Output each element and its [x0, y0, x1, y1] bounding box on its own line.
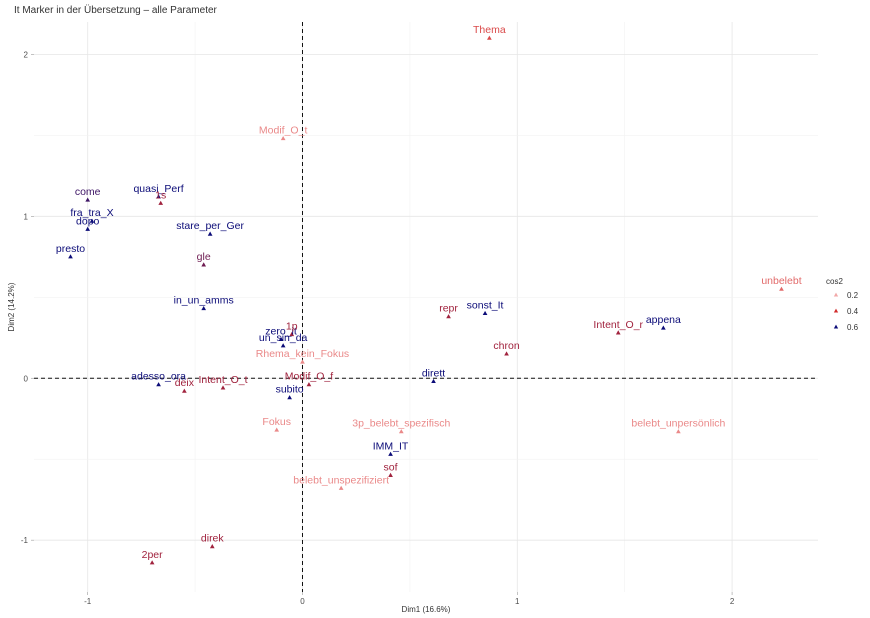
tick-labels: -1 0 1 2 -1 0 1 2 [21, 50, 735, 606]
x-tick-label: -1 [84, 597, 92, 606]
reference-lines [34, 22, 818, 592]
label-Fokus: Fokus [262, 416, 291, 428]
point-unbelebt [779, 286, 784, 291]
point-deix [182, 388, 187, 393]
label-quasi_Perf: quasi_Perf [133, 183, 183, 195]
label-dirett: dirett [422, 367, 445, 379]
point-1s [158, 200, 164, 205]
label-sof: sof [384, 461, 398, 473]
legend-marker [833, 308, 839, 313]
label-repr: repr [439, 303, 458, 315]
point-direk [209, 544, 215, 549]
point-stare_per_Ger [207, 231, 213, 236]
label-IMM_IT: IMM_IT [373, 440, 409, 452]
legend-marker [833, 292, 839, 297]
point-Rhema_kein_Fokus [300, 359, 305, 364]
label-stare_per_Ger: stare_per_Ger [176, 220, 244, 232]
x-axis-label: Dim1 (16.6%) [402, 605, 451, 614]
label-direk: direk [201, 533, 225, 545]
label-Modif_O_t: Modif_O_t [259, 125, 308, 137]
label-belebt_unpersönlich: belebt_unpersönlich [631, 418, 725, 430]
point-Intent_O_r [615, 330, 621, 335]
label-Rhema_kein_Fokus: Rhema_kein_Fokus [256, 348, 349, 360]
point-adesso_ora [156, 382, 161, 387]
label-in_un_amms: in_un_amms [174, 295, 234, 307]
point-presto [68, 254, 73, 259]
label-gle: gle [197, 251, 211, 263]
y-tick-label: 1 [24, 212, 29, 221]
point-un_sin_da [280, 343, 286, 348]
label-come: come [75, 186, 101, 198]
label-presto: presto [56, 243, 85, 255]
x-tick-label: 0 [300, 597, 305, 606]
point-1p [289, 331, 295, 337]
label-1p: 1p [286, 321, 298, 333]
point-Thema [487, 35, 492, 40]
point-chron [504, 351, 509, 356]
label-Thema: Thema [473, 24, 506, 36]
point-appena [661, 325, 666, 330]
point-labels: ThemaModif_O_tquasi_Perf1scomefra_tra_Xd… [56, 24, 802, 561]
x-tick-label: 2 [730, 597, 735, 606]
label-unbelebt: unbelebt [761, 275, 801, 287]
point-dopo [85, 226, 91, 231]
point-3p_belebt_spezifisch [398, 429, 404, 434]
point-IMM_IT [388, 451, 393, 456]
label-dopo: dopo [76, 215, 100, 227]
label-belebt_unspezifiziert: belebt_unspezifiziert [293, 474, 389, 486]
label-Intent_O_r: Intent_O_r [593, 319, 643, 331]
point-2per [149, 560, 155, 565]
point-fra_tra_X [89, 218, 95, 223]
point-subito [287, 395, 292, 400]
point-gle [201, 262, 207, 267]
label-Intent_O_t: Intent_O_t [198, 374, 247, 386]
point-belebt_unspezifiziert [338, 485, 344, 490]
point-Fokus [274, 427, 280, 432]
legend-entry-label: 0.2 [847, 291, 859, 300]
label-sonst_It: sonst_It [467, 299, 504, 311]
label-adesso_ora: adesso_ora [131, 371, 186, 383]
y-tick-label: 0 [24, 374, 29, 383]
point-dirett [431, 378, 436, 384]
y-axis-label: Dim2 (14.2%) [7, 282, 16, 331]
y-tick-label: -1 [21, 536, 29, 545]
point-in_un_amms [201, 306, 207, 311]
point-belebt_unpersönlich [676, 429, 681, 434]
point-sof [388, 472, 393, 477]
label-chron: chron [493, 340, 519, 352]
point-Intent_O_t [220, 385, 226, 390]
label-subito: subito [276, 384, 304, 396]
point-repr [446, 314, 451, 319]
legend-marker [833, 324, 839, 329]
label-3p_belebt_spezifisch: 3p_belebt_spezifisch [352, 418, 450, 430]
label-2per: 2per [142, 549, 164, 561]
point-quasi_Perf [156, 194, 161, 199]
label-deix: deix [175, 377, 195, 389]
x-tick-label: 1 [515, 597, 520, 606]
legend-entry-label: 0.6 [847, 323, 859, 332]
label-fra_tra_X: fra_tra_X [70, 207, 113, 219]
data-points [68, 35, 784, 565]
label-zero_it: zero_it [265, 325, 297, 337]
y-tick-label: 2 [24, 50, 29, 59]
grid-lines [34, 22, 818, 592]
point-come [85, 197, 91, 202]
chart-title: It Marker in der Übersetzung – alle Para… [14, 5, 217, 16]
point-sonst_It [482, 310, 488, 316]
legend-entry-label: 0.4 [847, 307, 859, 316]
point-Modif_O_f [306, 382, 312, 387]
label-1s: 1s [155, 189, 166, 201]
label-Modif_O_f: Modif_O_f [285, 371, 334, 383]
point-Modif_O_t [280, 135, 286, 141]
label-appena: appena [646, 314, 681, 326]
label-un_sin_da: un_sin_da [259, 332, 308, 344]
point-zero_it [278, 336, 284, 341]
legend-title: cos2 [826, 277, 843, 286]
legend: cos2 0.2 0.4 0.6 [826, 277, 859, 332]
